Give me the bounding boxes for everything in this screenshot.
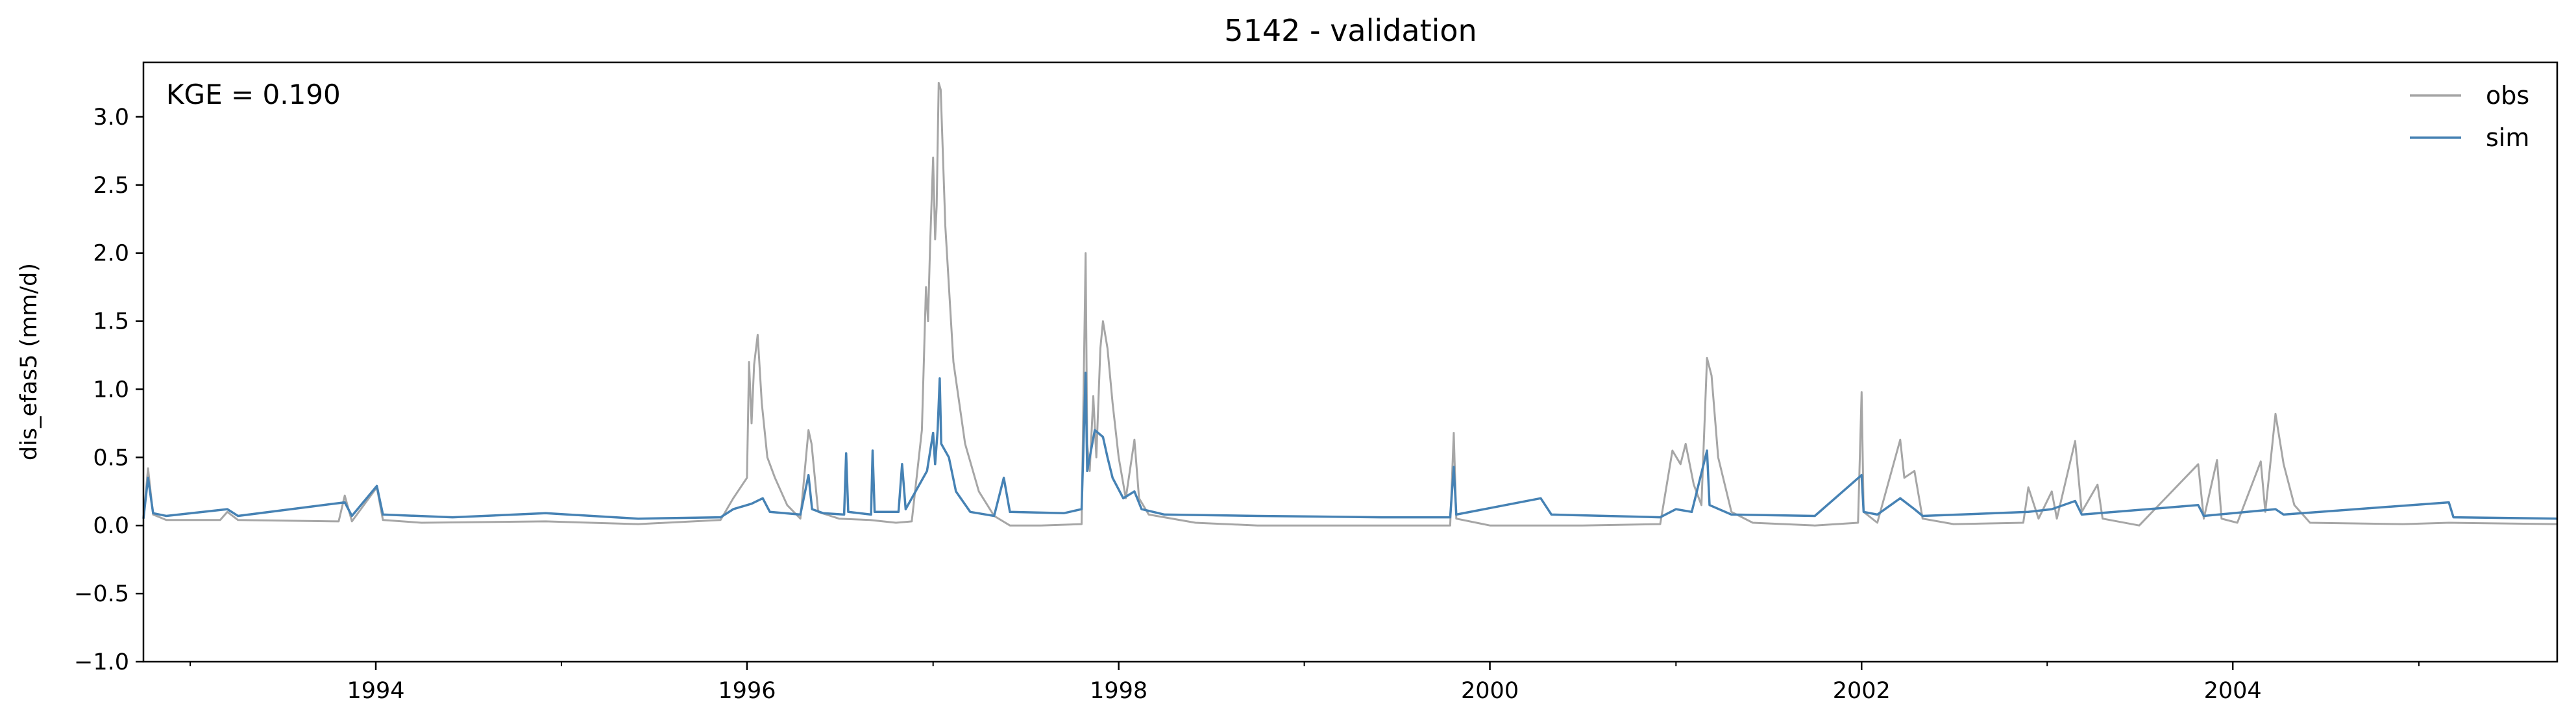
y-tick-label: −0.5 xyxy=(74,581,129,607)
x-axis-ticks: 1994 1996 1998 2000 2002 2004 xyxy=(190,662,2420,704)
chart-title: 5142 - validation xyxy=(1224,13,1477,48)
series-layer xyxy=(142,82,2558,527)
y-tick-label: 2.5 xyxy=(93,173,129,199)
legend-label-sim: sim xyxy=(2486,123,2529,152)
series-line-sim xyxy=(142,371,2558,520)
legend: obs sim xyxy=(2410,81,2529,152)
y-axis-label: dis_efas5 (mm/d) xyxy=(16,263,42,460)
plot-frame xyxy=(142,61,2558,663)
y-tick-label: −1.0 xyxy=(74,649,129,675)
y-tick-label: 1.5 xyxy=(93,309,129,335)
y-tick-label: 1.0 xyxy=(93,377,129,403)
x-tick-label: 2002 xyxy=(1833,678,1891,704)
y-tick-label: 0.5 xyxy=(93,445,129,471)
x-tick-label: 1996 xyxy=(718,678,776,704)
x-tick-label: 1998 xyxy=(1090,678,1147,704)
series-line-obs xyxy=(142,82,2558,527)
y-tick-label: 0.0 xyxy=(93,513,129,539)
kge-annotation: KGE = 0.190 xyxy=(166,79,341,110)
x-tick-label: 2004 xyxy=(2204,678,2262,704)
y-tick-label: 3.0 xyxy=(93,105,129,131)
x-tick-label: 1994 xyxy=(347,678,404,704)
x-tick-label: 2000 xyxy=(1461,678,1519,704)
y-axis-ticks: −1.0 −0.5 0.0 0.5 1.0 1.5 2.0 2.5 3.0 xyxy=(74,105,143,675)
legend-label-obs: obs xyxy=(2486,81,2529,110)
y-tick-label: 2.0 xyxy=(93,241,129,267)
